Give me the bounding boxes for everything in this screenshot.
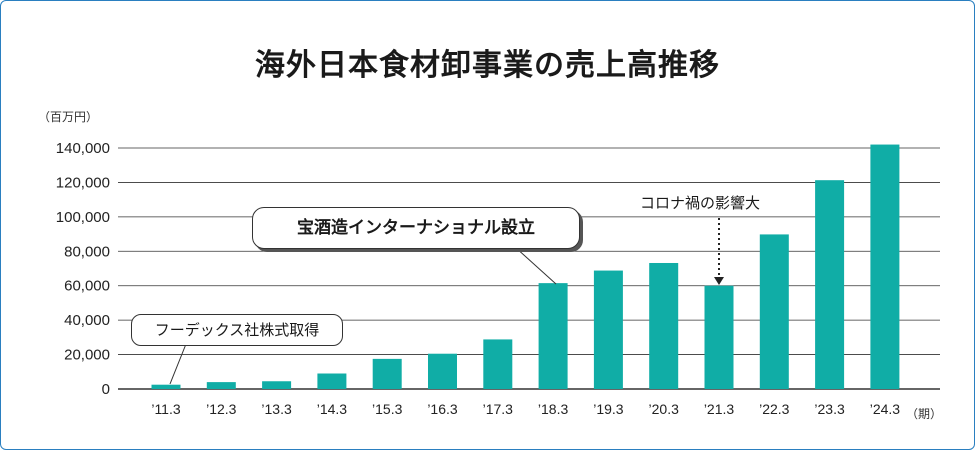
- x-tick-label: ’13.3: [261, 401, 292, 417]
- bar: [428, 353, 457, 389]
- callout-pointer: [514, 246, 557, 285]
- x-period-label: （期）: [906, 407, 943, 421]
- y-tick-label: 20,000: [64, 347, 110, 364]
- y-tick-label: 0: [102, 381, 110, 398]
- bar: [317, 373, 347, 389]
- bar: [704, 285, 734, 389]
- bar: [870, 144, 900, 389]
- bar: [206, 382, 236, 389]
- bar: [815, 180, 845, 389]
- y-tick-label: 100,000: [56, 209, 110, 226]
- y-tick-label: 120,000: [56, 174, 110, 191]
- x-tick-label: ’18.3: [538, 401, 569, 417]
- bar: [262, 381, 292, 389]
- x-tick-label: ’19.3: [593, 401, 624, 417]
- annotation-corona: コロナ禍の影響大: [640, 194, 761, 212]
- y-tick-label: 80,000: [64, 243, 110, 260]
- bar: [538, 283, 568, 389]
- x-tick-label: ’14.3: [317, 401, 348, 417]
- x-tick-label: ’24.3: [870, 401, 901, 417]
- callout-pointer: [169, 343, 187, 385]
- y-tick-label: 40,000: [64, 312, 110, 329]
- x-tick-label: ’22.3: [759, 401, 790, 417]
- x-tick-label: ’12.3: [206, 401, 237, 417]
- bar: [759, 234, 789, 389]
- y-unit-label: （百万円）: [38, 110, 99, 124]
- x-tick-label: ’16.3: [427, 401, 458, 417]
- callout-takara-established: 宝酒造インターナショナル設立: [252, 207, 580, 249]
- bar: [649, 262, 679, 389]
- x-tick-label: ’20.3: [649, 401, 680, 417]
- callout-foodex-acquisition: フーデックス社株式取得: [131, 314, 343, 346]
- x-tick-label: ’17.3: [483, 401, 514, 417]
- y-tick-label: 140,000: [56, 140, 110, 157]
- arrow-head: [714, 277, 724, 285]
- bar: [372, 358, 402, 389]
- x-tick-label: ’15.3: [372, 401, 403, 417]
- x-tick-label: ’21.3: [704, 401, 735, 417]
- chart-title: 海外日本食材卸事業の売上高推移: [255, 48, 720, 83]
- bar: [483, 339, 513, 389]
- bar: [151, 384, 181, 389]
- x-tick-label: ’23.3: [814, 401, 845, 417]
- y-tick-label: 60,000: [64, 278, 110, 295]
- x-tick-label: ’11.3: [151, 401, 181, 417]
- bar: [593, 270, 623, 389]
